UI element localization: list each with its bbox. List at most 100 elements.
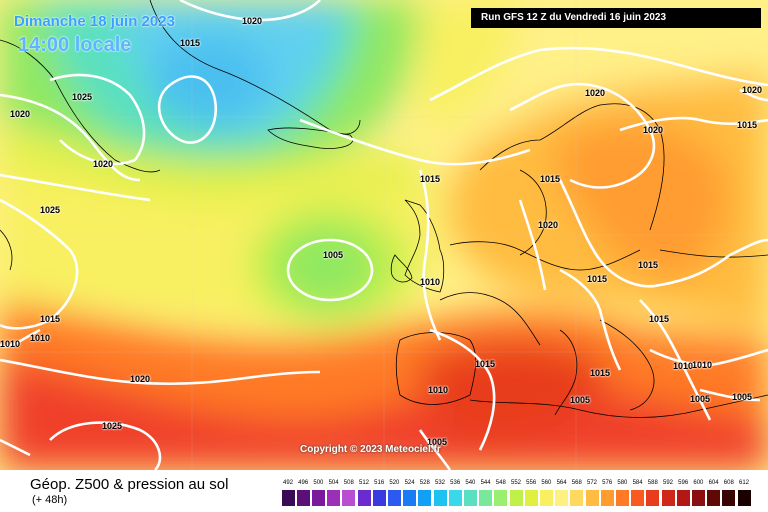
isobar-label: 1025 [71,92,93,102]
isobar-label: 1015 [39,314,61,324]
scale-swatch [463,490,477,506]
isobar-label: 1015 [637,260,659,270]
scale-tick-label: 520 [389,480,400,486]
scale-tick-label: 536 [450,480,461,486]
scale-tick-label: 512 [358,480,370,486]
scale-tick-label: 564 [556,480,567,486]
scale-tick-label: 588 [647,480,658,486]
forecast-offset: (+ 48h) [32,494,68,506]
isobar-label: 1025 [101,421,123,431]
map-graphic [0,0,768,470]
isobar-label: 1010 [29,333,51,343]
isobar-label: 1015 [586,274,608,284]
scale-swatch [676,490,690,506]
scale-tick-label: 528 [419,480,430,486]
scale-tick-label: 556 [526,480,537,486]
run-info: Run GFS 12 Z du Vendredi 16 juin 2023 [471,8,761,28]
isobar-label: 1020 [129,374,151,384]
scale-tick-label: 568 [571,480,582,486]
color-scale: 492 496 500 504 508 512 516 520 524 528 532 536 540 5… [281,480,752,510]
isobar-label: 1005 [731,392,753,402]
scale-tick-label: 508 [343,480,354,486]
scale-tick-label: 560 [541,480,552,486]
scale-swatch [631,490,645,506]
scale-swatch [494,490,508,506]
scale-tick-label: 524 [404,480,415,486]
scale-swatch [661,490,675,506]
isobar-label: 1025 [39,205,61,215]
isobar-label: 1015 [474,359,496,369]
scale-swatch [387,490,401,506]
scale-swatch [418,490,432,506]
scale-tick-label: 580 [617,480,628,486]
isobar-label: 1015 [539,174,561,184]
isobar-label: 1015 [419,174,441,184]
scale-swatch [281,490,295,506]
scale-swatch [539,490,553,506]
scale-swatch [722,490,736,506]
scale-swatch [433,490,447,506]
isobar-label: 1015 [179,38,201,48]
scale-tick-label: 544 [480,480,491,486]
scale-swatch [479,490,493,506]
scale-swatch [524,490,538,506]
scale-tick-label: 608 [723,480,734,486]
scale-tick-label: 548 [495,480,506,486]
scale-tick-label: 516 [374,480,385,486]
isobar-label: 1010 [691,360,713,370]
scale-swatch [600,490,614,506]
isobar-label: 1010 [419,277,441,287]
scale-swatch [327,490,341,506]
isobar-label: 1005 [689,394,711,404]
forecast-date: Dimanche 18 juin 2023 [14,13,175,30]
scale-tick-label: 612 [738,480,750,486]
scale-swatch [585,490,599,506]
grid [0,0,768,470]
isobar-label: 1020 [241,16,263,26]
scale-swatch [615,490,629,506]
isobar-label: 1005 [322,250,344,260]
isobar-label: 1010 [0,339,21,349]
scale-tick-label: 532 [434,480,446,486]
scale-swatch [707,490,721,506]
isobars [0,0,768,470]
isobar-label: 1020 [9,109,31,119]
scale-swatch [403,490,417,506]
scale-swatch [448,490,462,506]
scale-tick-label: 572 [586,480,598,486]
isobar-label: 1015 [589,368,611,378]
scale-swatch [342,490,356,506]
scale-swatch [357,490,371,506]
isobar-label: 1010 [672,361,694,371]
scale-tick-label: 592 [662,480,674,486]
scale-tick-label: 552 [510,480,522,486]
scale-swatch [555,490,569,506]
isobar-label: 1020 [537,220,559,230]
isobar-label: 1015 [648,314,670,324]
scale-tick-label: 604 [708,480,719,486]
scale-tick-label: 600 [693,480,704,486]
isobar-label: 1020 [741,85,763,95]
isobar-label: 1020 [92,159,114,169]
isobar-label: 1005 [569,395,591,405]
scale-tick-label: 540 [465,480,476,486]
scale-tick-label: 596 [678,480,689,486]
scale-tick-label: 576 [602,480,613,486]
scale-swatch [570,490,584,506]
forecast-time: 14:00 locale [18,34,132,56]
scale-swatch [691,490,705,506]
isobar-label: 1015 [736,120,758,130]
scale-tick-label: 496 [298,480,309,486]
scale-swatch [296,490,310,506]
scale-tick-label: 584 [632,480,643,486]
scale-tick-label: 504 [328,480,339,486]
isobar-label: 1020 [642,125,664,135]
scale-swatch [311,490,325,506]
geopotential-map: 1020 1015 1025 1020 1020 1025 1015 1010 … [0,0,768,470]
scale-tick-label: 492 [282,480,294,486]
scale-swatch [737,490,751,506]
isobar-label: 1005 [426,437,448,447]
isobar-label: 1010 [427,385,449,395]
coastlines [0,0,768,418]
